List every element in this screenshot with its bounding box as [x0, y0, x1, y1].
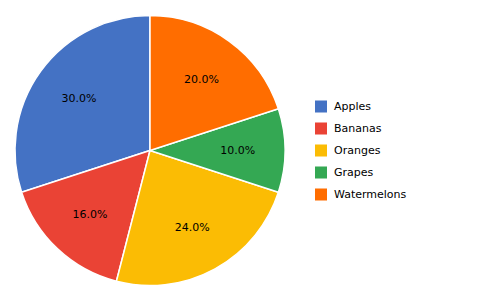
pie: 30.0% 16.0% 24.0% 10.0% 20.0% — [15, 16, 285, 286]
legend-item: Apples — [315, 100, 371, 113]
legend-label: Watermelons — [334, 188, 407, 201]
legend-label: Apples — [334, 100, 371, 113]
legend-swatch — [315, 123, 327, 135]
slice — [150, 16, 278, 151]
legend-label: Oranges — [334, 144, 381, 157]
data-labels: 30.0% 16.0% 24.0% 10.0% 20.0% — [62, 73, 256, 234]
legend-item: Oranges — [315, 144, 381, 157]
legend-label: Grapes — [334, 166, 374, 179]
chart: 30.0% 16.0% 24.0% 10.0% 20.0% Apples Bananas Or… — [0, 0, 491, 301]
legend-swatch — [315, 167, 327, 179]
data-label: 20.0% — [184, 73, 219, 86]
legend-item: Bananas — [315, 122, 382, 135]
legend-item: Grapes — [315, 166, 374, 179]
legend: Apples Bananas Oranges Grapes Watermelons — [315, 100, 407, 201]
legend-item: Watermelons — [315, 188, 407, 201]
data-label: 24.0% — [175, 221, 210, 234]
data-label: 30.0% — [62, 92, 97, 105]
legend-label: Bananas — [334, 122, 382, 135]
data-label: 16.0% — [72, 208, 107, 221]
legend-swatch — [315, 145, 327, 157]
slices — [15, 16, 285, 286]
data-label: 10.0% — [220, 144, 255, 157]
legend-swatch — [315, 101, 327, 113]
legend-swatch — [315, 189, 327, 201]
